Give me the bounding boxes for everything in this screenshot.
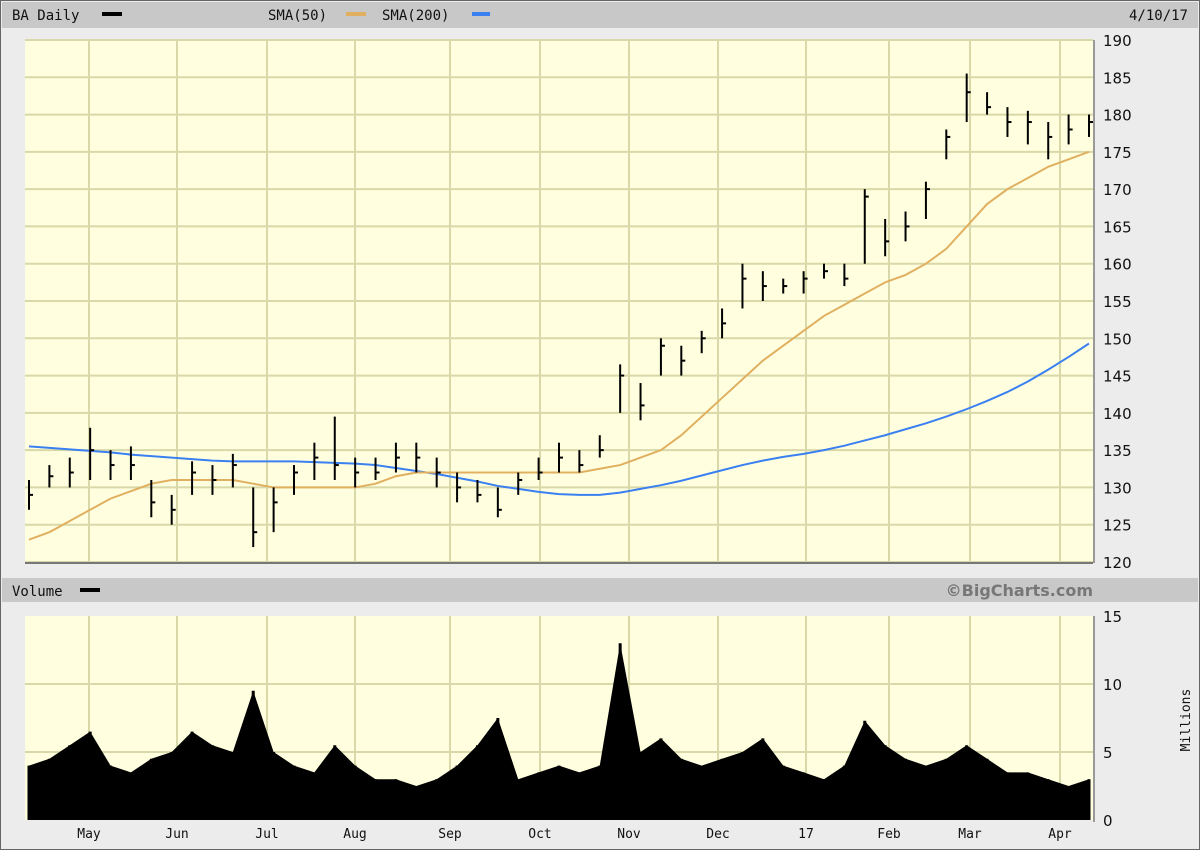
- sma200-line: [28, 342, 1090, 496]
- ticker-label: BA Daily: [12, 8, 79, 24]
- price-tick-label: 160: [1103, 256, 1132, 274]
- volume-header-bar: [2, 578, 1198, 602]
- month-tick-label: 17: [798, 827, 814, 842]
- sma50-legend-label: SMA(50): [268, 8, 327, 24]
- sma200-legend-swatch: [472, 12, 490, 16]
- sma50-legend-swatch: [346, 12, 366, 16]
- volume-label: Volume: [12, 584, 63, 600]
- month-tick-label: Feb: [877, 827, 901, 842]
- price-tick-label: 120: [1103, 554, 1132, 572]
- volume-axis-label: Millions: [1179, 689, 1194, 752]
- month-tick-label: Jul: [255, 827, 278, 842]
- month-tick-label: Dec: [706, 827, 729, 842]
- price-tick-label: 170: [1103, 181, 1132, 199]
- volume-marks: [27, 643, 1091, 820]
- price-tick-label: 150: [1103, 330, 1132, 348]
- month-tick-label: May: [77, 827, 101, 842]
- price-tick-label: 140: [1103, 405, 1132, 423]
- price-legend-swatch: [102, 12, 122, 16]
- price-tick-label: 190: [1103, 32, 1132, 50]
- chart-date: 4/10/17: [1129, 8, 1188, 24]
- price-tick-label: 165: [1103, 218, 1132, 236]
- price-tick-label: 130: [1103, 479, 1132, 497]
- volume-legend-swatch: [80, 588, 100, 592]
- volume-tick-label: 0: [1103, 812, 1113, 830]
- price-tick-label: 185: [1103, 69, 1132, 87]
- month-tick-label: Mar: [958, 827, 982, 842]
- price-tick-label: 155: [1103, 293, 1132, 311]
- price-tick-label: 175: [1103, 144, 1132, 162]
- price-tick-label: 145: [1103, 368, 1132, 386]
- volume-ticks: 0 5 10 15: [1103, 608, 1122, 830]
- price-ticks: 120 125 130 135 140 145 150 155 160 165 170 175 180 1…: [1103, 32, 1132, 572]
- price-grid: [25, 39, 1093, 563]
- volume-tick-label: 15: [1103, 608, 1122, 626]
- price-marks: [28, 73, 1093, 548]
- price-tick-label: 125: [1103, 517, 1132, 535]
- month-tick-label: Aug: [343, 827, 366, 842]
- volume-tick-label: 5: [1103, 744, 1113, 762]
- sma200-legend-label: SMA(200): [382, 8, 449, 24]
- month-tick-label: Jun: [165, 827, 188, 842]
- price-tick-label: 180: [1103, 107, 1132, 125]
- header-bar: [2, 2, 1198, 28]
- month-tick-label: Apr: [1048, 827, 1072, 842]
- volume-tick-label: 10: [1103, 676, 1122, 694]
- month-tick-label: Nov: [617, 827, 641, 842]
- bigcharts-credit: ©BigCharts.com: [946, 581, 1093, 600]
- month-ticks: May Jun Jul Aug Sep Oct Nov Dec 17 Feb Mar Apr: [77, 827, 1072, 842]
- price-tick-label: 135: [1103, 442, 1132, 460]
- month-tick-label: Sep: [438, 827, 462, 842]
- month-tick-label: Oct: [528, 827, 551, 842]
